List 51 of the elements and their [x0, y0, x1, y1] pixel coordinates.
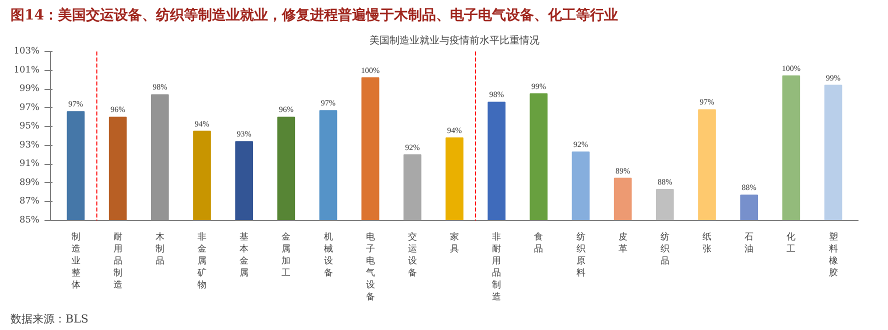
x-tick-label: 机械设备: [324, 232, 333, 278]
y-tick-label: 93%: [19, 140, 40, 150]
x-tick-label: 化工: [786, 232, 796, 254]
data-label: 97%: [700, 98, 715, 107]
x-tick-label: 木制品: [155, 232, 164, 266]
x-tick-label: 制造业整体: [71, 232, 80, 290]
data-label: 94%: [194, 119, 210, 128]
source-note: 数据来源：BLS: [10, 312, 88, 326]
y-tick-label: 91%: [19, 159, 40, 170]
y-tick-label: 97%: [19, 102, 40, 113]
x-tick-label: 交运设备: [408, 232, 417, 278]
data-label: 88%: [658, 178, 673, 187]
x-tick-label: 食品: [534, 232, 544, 254]
data-label: 96%: [278, 105, 294, 114]
data-label: 97%: [68, 100, 84, 109]
data-label: 92%: [573, 140, 588, 149]
chart-subtitle: 美国制造业就业与疫情前水平比重情况: [370, 34, 540, 46]
data-label: 93%: [236, 130, 252, 139]
y-tick-label: 103%: [14, 46, 40, 56]
x-tick-label: 电子电气设备: [366, 232, 375, 302]
y-tick-label: 85%: [19, 216, 40, 226]
x-tick-label: 石油: [744, 232, 754, 254]
chart-title: 图14：美国交运设备、纺织等制造业就业，修复进程普遍慢于木制品、电子电气设备、化工等行业: [10, 6, 618, 24]
data-label: 88%: [742, 183, 757, 192]
data-label: 94%: [447, 126, 462, 135]
x-tick-label: 纺织品: [660, 232, 670, 266]
data-label: 89%: [616, 166, 630, 176]
y-tick-label: 87%: [19, 196, 40, 207]
data-label: 100%: [361, 66, 380, 75]
x-tick-label: 非金属矿物: [196, 232, 206, 290]
data-label: 92%: [405, 142, 420, 152]
y-tick-label: 99%: [19, 84, 40, 94]
data-label: 99%: [531, 82, 546, 91]
data-label: 98%: [489, 90, 504, 100]
x-tick-label: 皮革: [618, 232, 628, 254]
x-tick-label: 金属加工: [282, 232, 291, 278]
data-label: 100%: [782, 64, 801, 73]
data-label: 98%: [152, 82, 168, 92]
y-tick-label: 101%: [14, 65, 40, 76]
x-tick-label: 耐用品制造: [113, 232, 122, 290]
x-tick-label: 纺织原料: [576, 232, 586, 278]
x-tick-label: 非耐用品制造: [492, 232, 502, 302]
data-label: 97%: [320, 98, 336, 108]
data-label: 96%: [110, 105, 126, 114]
y-tick-label: 95%: [19, 122, 40, 132]
x-tick-label: 基本金属: [240, 232, 249, 278]
x-tick-label: 纸张: [702, 232, 712, 254]
x-tick-label: 塑料橡胶: [828, 232, 838, 278]
y-tick-label: 89%: [19, 178, 40, 188]
data-label: 99%: [826, 73, 841, 82]
x-tick-label: 家具: [450, 232, 459, 254]
